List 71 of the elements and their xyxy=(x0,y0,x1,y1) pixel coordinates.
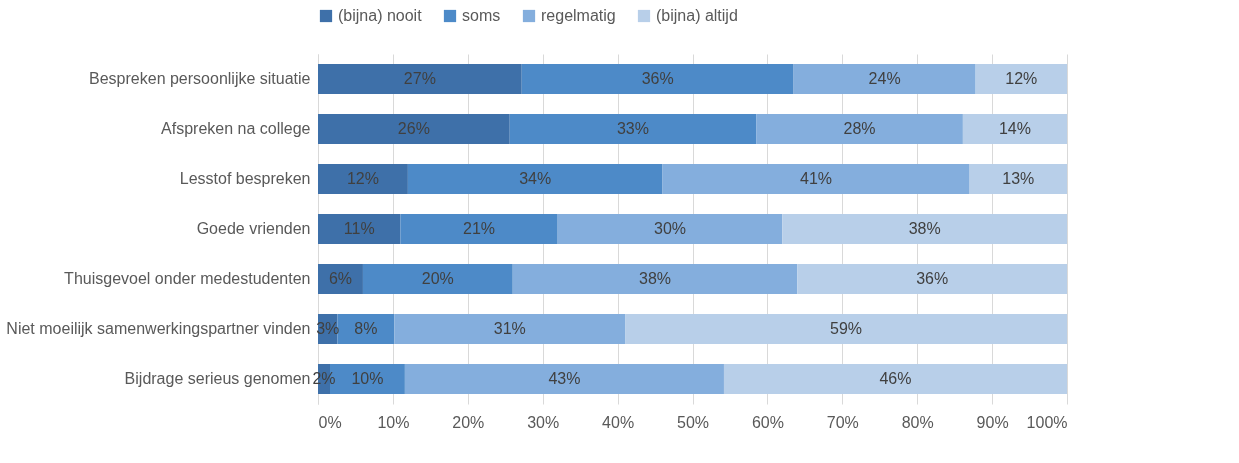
bar xyxy=(318,114,510,144)
y-tick-label: Afspreken na college xyxy=(161,120,311,137)
data-label: 46% xyxy=(879,370,912,387)
y-tick-label: Lesstof bespreken xyxy=(179,170,311,187)
legend-label: soms xyxy=(462,7,501,24)
data-label: 20% xyxy=(421,270,454,287)
bar xyxy=(509,114,757,144)
data-label: 31% xyxy=(493,320,526,337)
data-label: 14% xyxy=(998,120,1031,137)
y-tick-label: Thuisgevoel onder medestudenten xyxy=(64,270,311,287)
x-tick-label: 20% xyxy=(452,413,485,431)
bar xyxy=(521,64,794,94)
bar xyxy=(362,264,513,294)
x-tick-label: 70% xyxy=(826,413,859,431)
data-label: 10% xyxy=(351,370,384,387)
data-label: 33% xyxy=(616,120,649,137)
data-label: 41% xyxy=(800,170,833,187)
data-label: 26% xyxy=(397,120,430,137)
data-label: 21% xyxy=(463,220,496,237)
bar xyxy=(318,164,408,194)
y-tick-label: Bijdrage serieus genomen xyxy=(124,370,311,387)
data-label: 12% xyxy=(1005,70,1038,87)
bar xyxy=(975,64,1067,94)
bar xyxy=(557,214,783,244)
data-label: 59% xyxy=(830,320,863,337)
data-label: 24% xyxy=(868,70,901,87)
legend-label: regelmatig xyxy=(541,7,616,24)
y-tick-label: Bespreken persoonlijke situatie xyxy=(89,70,311,87)
y-tick-label: Goede vrienden xyxy=(196,220,311,237)
bar xyxy=(404,364,724,394)
x-tick-label: 100% xyxy=(1026,413,1068,431)
bar xyxy=(625,314,1067,344)
bar xyxy=(662,164,970,194)
bar xyxy=(318,214,401,244)
data-label: 12% xyxy=(346,170,379,187)
data-label: 30% xyxy=(654,220,687,237)
bar xyxy=(782,214,1067,244)
bar xyxy=(394,314,626,344)
data-label: 13% xyxy=(1002,170,1035,187)
data-label: 36% xyxy=(916,270,949,287)
data-label: 28% xyxy=(843,120,876,137)
x-tick-label: 30% xyxy=(527,413,560,431)
data-label: 43% xyxy=(548,370,581,387)
bar xyxy=(969,164,1067,194)
data-label: 38% xyxy=(908,220,941,237)
bar xyxy=(756,114,963,144)
data-label: 36% xyxy=(641,70,674,87)
data-label: 8% xyxy=(354,320,378,337)
data-label: 27% xyxy=(403,70,436,87)
x-tick-label: 90% xyxy=(976,413,1009,431)
data-label: 38% xyxy=(639,270,672,287)
bar xyxy=(723,364,1067,394)
x-tick-label: 0% xyxy=(318,413,342,431)
x-tick-label: 80% xyxy=(901,413,934,431)
bar xyxy=(793,64,976,94)
data-label: 34% xyxy=(519,170,552,187)
bar xyxy=(400,214,558,244)
bar xyxy=(797,264,1067,294)
bar xyxy=(318,64,522,94)
x-tick-label: 40% xyxy=(602,413,635,431)
bar xyxy=(962,114,1067,144)
bar xyxy=(407,164,663,194)
data-label: 6% xyxy=(328,270,353,287)
legend-label: (bijna) altijd xyxy=(656,7,738,24)
y-tick-label: Niet moeilijk samenwerkingspartner vinden xyxy=(6,320,311,337)
legend-label: (bijna) nooit xyxy=(338,7,423,24)
x-tick-label: 60% xyxy=(751,413,784,431)
x-tick-label: 50% xyxy=(676,413,710,431)
data-label: 11% xyxy=(343,220,375,237)
bar xyxy=(512,264,798,294)
x-tick-label: 10% xyxy=(377,413,410,431)
